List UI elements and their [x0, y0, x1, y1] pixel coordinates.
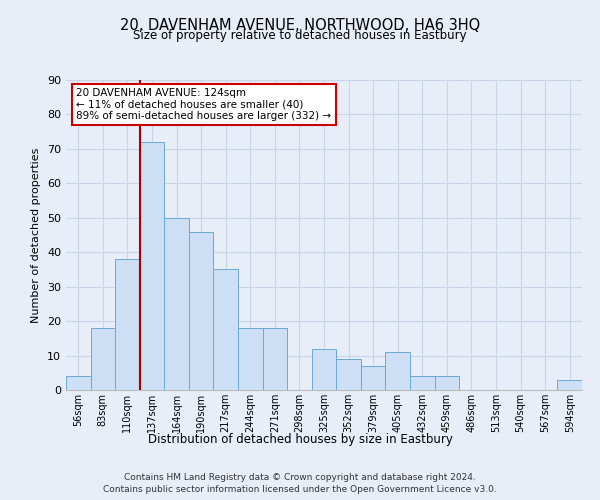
Bar	[115, 259, 140, 390]
Bar	[263, 328, 287, 390]
Bar	[91, 328, 115, 390]
Bar	[66, 376, 91, 390]
Bar	[312, 348, 336, 390]
Text: Distribution of detached houses by size in Eastbury: Distribution of detached houses by size …	[148, 432, 452, 446]
Bar	[410, 376, 434, 390]
Text: 20 DAVENHAM AVENUE: 124sqm
← 11% of detached houses are smaller (40)
89% of semi: 20 DAVENHAM AVENUE: 124sqm ← 11% of deta…	[76, 88, 331, 121]
Bar	[336, 359, 361, 390]
Bar	[434, 376, 459, 390]
Text: Contains public sector information licensed under the Open Government Licence v3: Contains public sector information licen…	[103, 485, 497, 494]
Y-axis label: Number of detached properties: Number of detached properties	[31, 148, 41, 322]
Text: Contains HM Land Registry data © Crown copyright and database right 2024.: Contains HM Land Registry data © Crown c…	[124, 472, 476, 482]
Bar	[214, 270, 238, 390]
Bar	[557, 380, 582, 390]
Bar	[361, 366, 385, 390]
Bar	[189, 232, 214, 390]
Bar	[164, 218, 189, 390]
Text: 20, DAVENHAM AVENUE, NORTHWOOD, HA6 3HQ: 20, DAVENHAM AVENUE, NORTHWOOD, HA6 3HQ	[120, 18, 480, 32]
Bar	[238, 328, 263, 390]
Bar	[385, 352, 410, 390]
Text: Size of property relative to detached houses in Eastbury: Size of property relative to detached ho…	[133, 29, 467, 42]
Bar	[140, 142, 164, 390]
